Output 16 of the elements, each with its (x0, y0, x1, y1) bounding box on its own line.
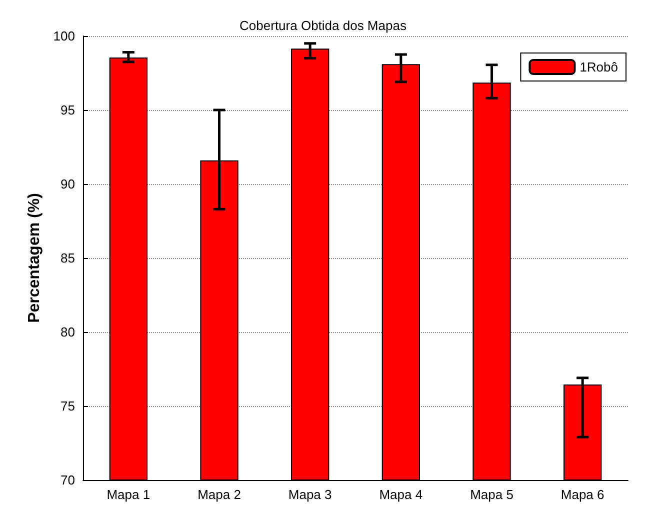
y-tick-label: 80 (60, 324, 75, 340)
y-tick-label: 75 (60, 398, 75, 414)
y-tick-label: 85 (60, 250, 75, 266)
x-tick-label: Mapa 1 (106, 487, 150, 502)
y-tick-label: 95 (60, 102, 75, 118)
x-tick-label: Mapa 6 (560, 487, 604, 502)
x-tick-label: Mapa 2 (198, 487, 241, 502)
legend-label: 1Robô (580, 60, 618, 74)
y-tick-label: 100 (53, 28, 75, 44)
y-tick-label: 70 (60, 472, 75, 488)
y-tick-label: 90 (60, 176, 75, 192)
y-axis-title: Percentagem (%) (26, 193, 43, 323)
chart-title: Cobertura Obtida dos Mapas (240, 18, 407, 33)
x-tick-label: Mapa 5 (470, 487, 514, 502)
x-tick-label: Mapa 3 (288, 487, 332, 502)
x-tick-label: Mapa 4 (379, 487, 423, 502)
